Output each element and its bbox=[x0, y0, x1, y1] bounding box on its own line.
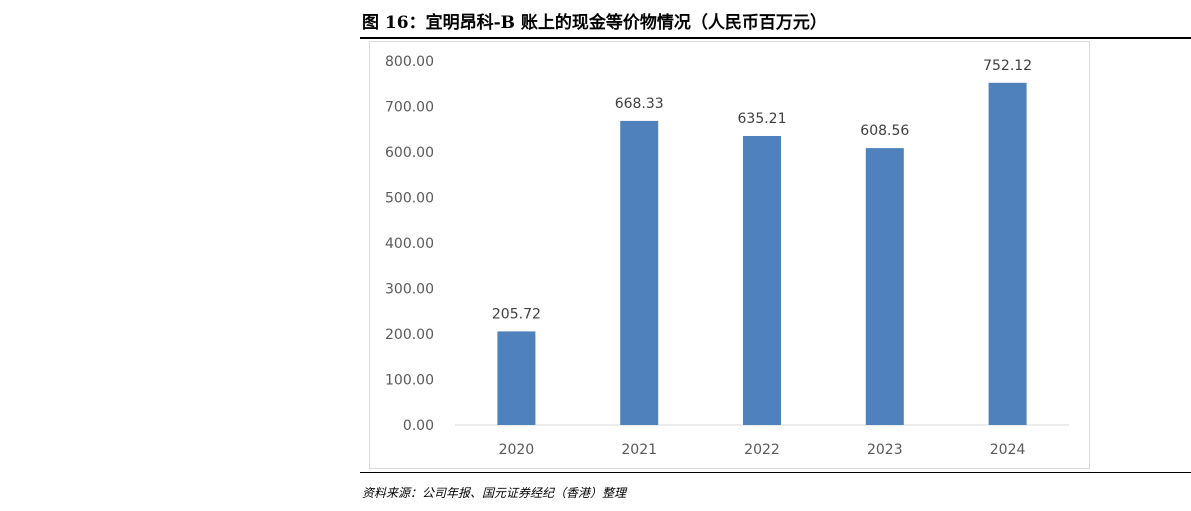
data-label-2021: 668.33 bbox=[615, 96, 664, 112]
bar-2020 bbox=[497, 331, 536, 425]
y-tick-label: 400.00 bbox=[385, 236, 434, 252]
y-tick-label: 700.00 bbox=[385, 100, 434, 116]
x-tick-label-2020: 2020 bbox=[499, 442, 535, 458]
bar-2024 bbox=[988, 82, 1027, 425]
y-tick-label: 800.00 bbox=[385, 54, 434, 70]
bars-group bbox=[497, 82, 1027, 426]
y-axis-ticks: 0.00 100.00 200.00 300.00 400.00 500.00 600.00… bbox=[385, 54, 434, 434]
x-tick-label-2024: 2024 bbox=[990, 442, 1026, 458]
figure-title: 图 16：宜明昂科-B 账上的现金等价物情况（人民币百万元） bbox=[362, 13, 827, 33]
x-tick-label-2022: 2022 bbox=[744, 442, 780, 458]
y-tick-label: 100.00 bbox=[385, 373, 434, 389]
data-label-2023: 608.56 bbox=[860, 123, 909, 139]
y-tick-label: 200.00 bbox=[385, 327, 434, 343]
data-label-2024: 752.12 bbox=[983, 58, 1032, 74]
bottom-rule bbox=[360, 472, 1191, 473]
bar-2021 bbox=[620, 120, 659, 425]
y-tick-label: 0.00 bbox=[403, 418, 434, 434]
bar-2023 bbox=[865, 148, 904, 425]
data-label-2020: 205.72 bbox=[492, 306, 541, 322]
x-tick-label-2021: 2021 bbox=[621, 442, 657, 458]
top-rule bbox=[360, 37, 1191, 39]
x-tick-label-2023: 2023 bbox=[867, 442, 903, 458]
y-tick-label: 300.00 bbox=[385, 282, 434, 298]
source-note: 资料来源：公司年报、国元证券经纪（香港）整理 bbox=[362, 486, 627, 500]
y-tick-label: 600.00 bbox=[385, 145, 434, 161]
bar-2022 bbox=[743, 135, 781, 426]
chart-frame bbox=[369, 41, 1090, 469]
x-axis-ticks: 2020 2021 2022 2023 2024 bbox=[499, 442, 1026, 458]
data-labels-group: 205.72 668.33 635.21 608.56 752.12 bbox=[492, 58, 1032, 323]
y-tick-label: 500.00 bbox=[385, 191, 434, 207]
data-label-2022: 635.21 bbox=[738, 111, 787, 127]
